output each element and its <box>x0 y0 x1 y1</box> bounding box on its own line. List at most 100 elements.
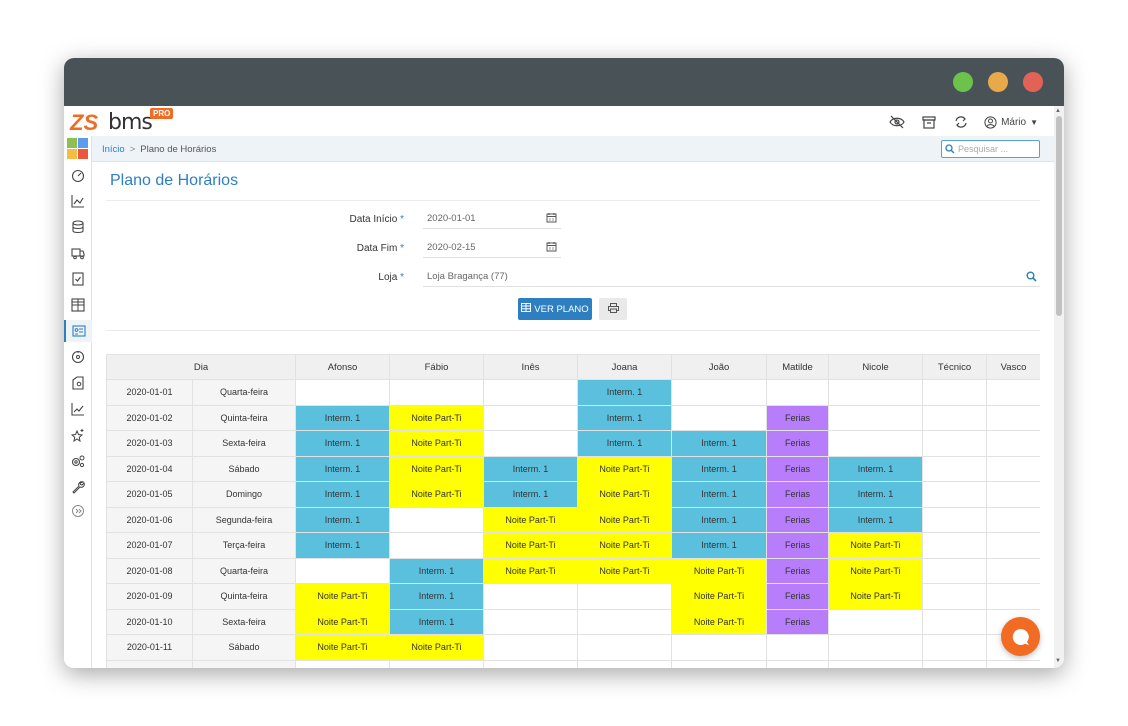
shift-cell[interactable]: Interm. 1 <box>671 532 768 559</box>
shift-cell[interactable]: Ferias <box>766 557 830 584</box>
shift-cell[interactable]: Noite Part-Ti <box>828 557 924 584</box>
shift-cell[interactable] <box>766 634 830 661</box>
shift-cell[interactable]: Interm. 1 <box>828 506 924 533</box>
shift-cell[interactable]: Noite Part-Ti <box>483 557 579 584</box>
shift-cell[interactable]: Noite Part-Ti <box>295 634 391 661</box>
shift-cell[interactable]: Noite Part-Ti <box>389 481 485 508</box>
shift-cell[interactable] <box>828 379 924 406</box>
column-header[interactable]: Joana <box>577 354 673 380</box>
shift-cell[interactable]: Ferias <box>766 430 830 457</box>
refresh-icon[interactable] <box>952 113 970 131</box>
shift-cell[interactable]: Noite Part-Ti <box>577 481 673 508</box>
shift-cell[interactable] <box>483 583 579 610</box>
store-field[interactable]: Loja Bragança (77) <box>423 267 1040 287</box>
shift-cell[interactable] <box>671 659 768 668</box>
shift-cell[interactable] <box>828 430 924 457</box>
shift-cell[interactable] <box>766 379 830 406</box>
apps-icon[interactable] <box>67 138 89 160</box>
shift-cell[interactable] <box>922 608 988 635</box>
column-header[interactable]: Afonso <box>295 354 391 380</box>
shift-cell[interactable] <box>577 608 673 635</box>
shift-cell[interactable]: Interm. 1 <box>295 506 391 533</box>
start-date-field[interactable]: 2020-01-01 <box>423 209 561 229</box>
shift-cell[interactable] <box>671 379 768 406</box>
calendar-icon[interactable] <box>546 212 557 226</box>
column-header[interactable]: João <box>671 354 768 380</box>
shift-cell[interactable] <box>922 557 988 584</box>
chart-icon[interactable] <box>64 190 92 212</box>
chat-button[interactable] <box>1001 617 1040 656</box>
column-header[interactable]: Nicole <box>828 354 924 380</box>
shift-cell[interactable] <box>986 430 1040 457</box>
shift-cell[interactable]: Interm. 1 <box>483 455 579 482</box>
shift-cell[interactable] <box>986 659 1040 668</box>
shift-cell[interactable] <box>483 659 579 668</box>
shift-cell[interactable] <box>828 634 924 661</box>
shift-cell[interactable]: Interm. 1 <box>828 455 924 482</box>
user-menu[interactable]: Mário ▼ <box>984 115 1038 129</box>
expand-icon[interactable] <box>64 500 92 522</box>
shift-cell[interactable]: Interm. 1 <box>577 430 673 457</box>
wrench-icon[interactable] <box>64 476 92 498</box>
column-header[interactable]: Vasco <box>986 354 1040 380</box>
shift-cell[interactable] <box>483 430 579 457</box>
shift-cell[interactable] <box>922 430 988 457</box>
shift-cell[interactable]: Noite Part-Ti <box>295 608 391 635</box>
shift-cell[interactable]: Noite Part-Ti <box>577 532 673 559</box>
view-plan-button[interactable]: VER PLANO <box>518 298 592 320</box>
scroll-down-icon[interactable]: ▼ <box>1055 658 1061 664</box>
scrollbar[interactable]: ▲ ▼ <box>1054 106 1064 668</box>
shift-cell[interactable] <box>483 404 579 431</box>
shift-cell[interactable]: Interm. 1 <box>671 430 768 457</box>
shift-cell[interactable]: Interm. 1 <box>828 481 924 508</box>
shift-cell[interactable]: Interm. 1 <box>389 583 485 610</box>
shift-cell[interactable]: Ferias <box>766 455 830 482</box>
tag-icon[interactable] <box>64 372 92 394</box>
stars-icon[interactable] <box>64 424 92 446</box>
shift-cell[interactable] <box>922 481 988 508</box>
logo[interactable]: ZS bms PRO <box>70 108 174 136</box>
breadcrumb-home[interactable]: Início <box>102 144 125 155</box>
shift-cell[interactable] <box>389 532 485 559</box>
shift-cell[interactable]: Noite Part-Ti <box>483 506 579 533</box>
shift-cell[interactable]: Interm. 1 <box>295 532 391 559</box>
shift-cell[interactable]: Ferias <box>766 404 830 431</box>
dashboard-icon[interactable] <box>64 164 92 186</box>
print-button[interactable] <box>599 298 627 320</box>
shift-cell[interactable] <box>389 659 485 668</box>
shift-cell[interactable]: Interm. 1 <box>577 379 673 406</box>
shift-cell[interactable]: Ferias <box>766 506 830 533</box>
shift-cell[interactable]: Interm. 1 <box>295 404 391 431</box>
gauge-icon[interactable] <box>64 346 92 368</box>
shift-cell[interactable] <box>922 583 988 610</box>
shift-cell[interactable]: Noite Part-Ti <box>671 583 768 610</box>
shift-cell[interactable]: Noite Part-Ti <box>577 455 673 482</box>
shift-cell[interactable] <box>483 379 579 406</box>
settings-icon[interactable] <box>64 450 92 472</box>
shift-cell[interactable] <box>295 557 391 584</box>
shift-cell[interactable] <box>922 506 988 533</box>
calendar-icon[interactable] <box>546 241 557 255</box>
shift-cell[interactable] <box>483 608 579 635</box>
hide-eye-icon[interactable] <box>888 113 906 131</box>
shift-cell[interactable] <box>986 481 1040 508</box>
shift-cell[interactable] <box>295 379 391 406</box>
window-minimize-button[interactable] <box>988 72 1008 92</box>
shift-cell[interactable] <box>295 659 391 668</box>
shift-cell[interactable] <box>922 404 988 431</box>
shift-cell[interactable]: Interm. 1 <box>671 455 768 482</box>
search-input[interactable]: Pesquisar ... <box>941 140 1040 158</box>
shift-cell[interactable]: Ferias <box>766 608 830 635</box>
shift-cell[interactable] <box>986 404 1040 431</box>
shift-cell[interactable]: Noite Part-Ti <box>389 455 485 482</box>
shift-cell[interactable] <box>389 506 485 533</box>
shift-cell[interactable]: Noite Part-Ti <box>577 506 673 533</box>
checklist-icon[interactable] <box>64 268 92 290</box>
shift-cell[interactable]: Noite Part-Ti <box>389 430 485 457</box>
end-date-field[interactable]: 2020-02-15 <box>423 238 561 258</box>
shift-cell[interactable]: Interm. 1 <box>389 557 485 584</box>
column-header[interactable]: Dia <box>106 354 297 380</box>
shift-cell[interactable]: Noite Part-Ti <box>828 583 924 610</box>
shift-cell[interactable] <box>828 659 924 668</box>
shift-cell[interactable]: Interm. 1 <box>483 481 579 508</box>
